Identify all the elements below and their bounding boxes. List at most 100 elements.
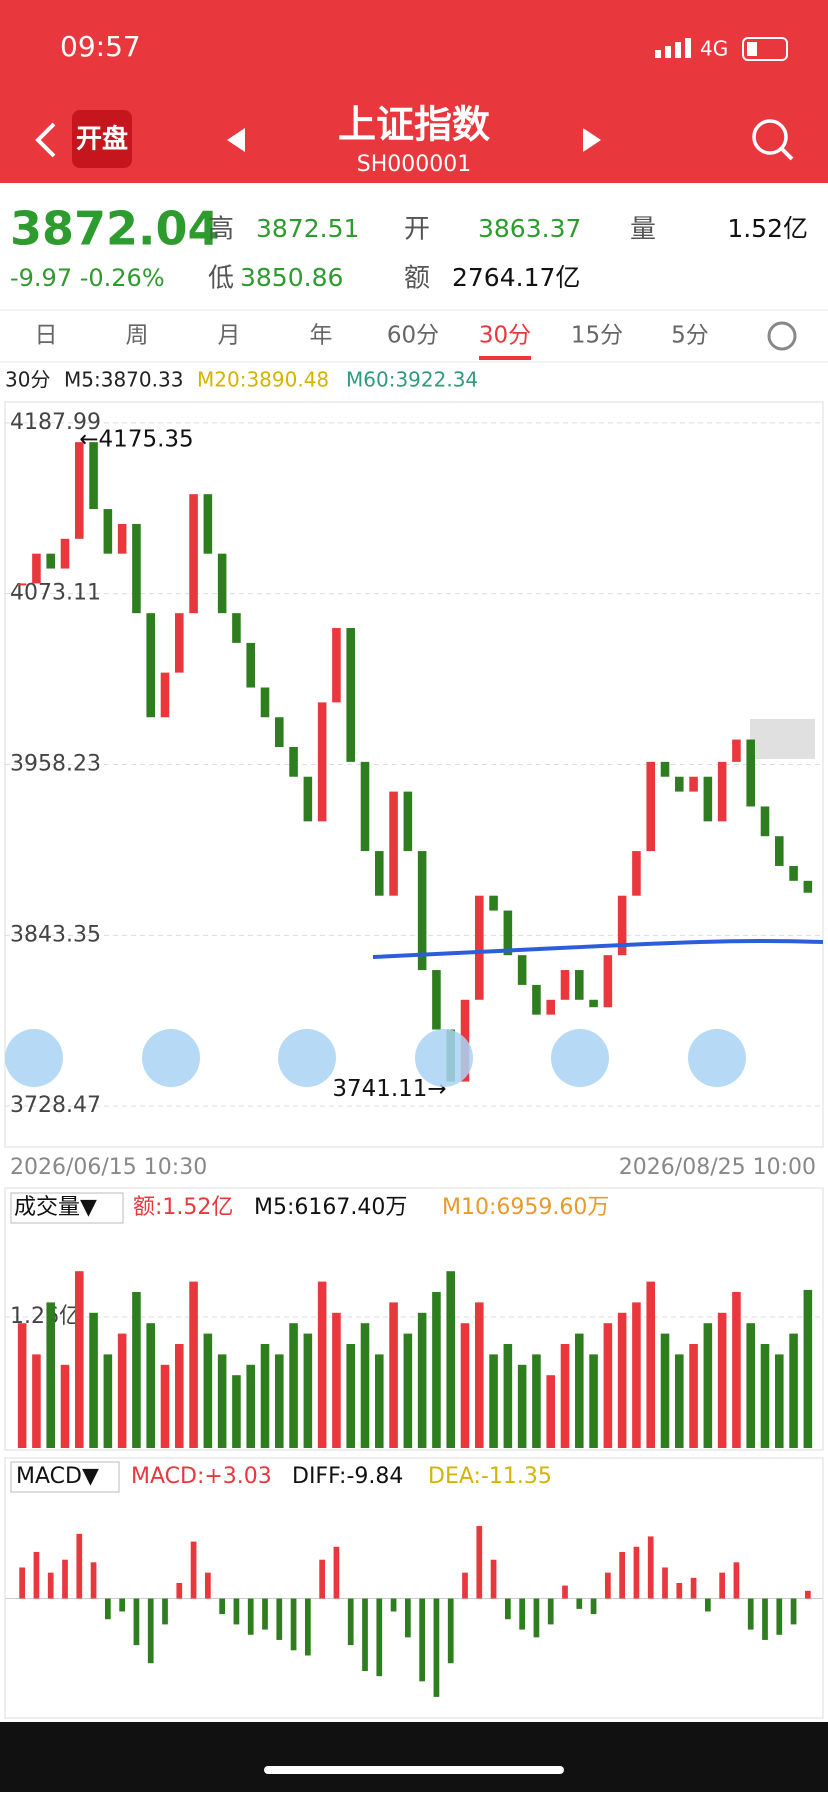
tab[interactable]: 年: [310, 323, 333, 349]
bottom-bar: [0, 1722, 828, 1792]
macd-bar: [519, 1598, 525, 1630]
candle: [703, 776, 713, 822]
volume-bar: [775, 1354, 784, 1448]
nav-button[interactable]: [278, 1029, 336, 1087]
candle: [632, 851, 641, 896]
tab[interactable]: 5分: [671, 323, 709, 349]
volume-bar: [275, 1354, 284, 1448]
candle: [160, 672, 170, 718]
macd-bar: [305, 1598, 311, 1656]
macd-bar: [547, 1598, 554, 1625]
candle: [403, 791, 413, 852]
search-button[interactable]: [752, 119, 788, 155]
candle: [675, 776, 684, 792]
ma60: M60:3922.34: [346, 368, 478, 392]
tab[interactable]: 15分: [571, 323, 623, 349]
logo[interactable]: [72, 110, 132, 168]
legend: DIFF:-9.84: [292, 1464, 403, 1489]
volume-bar: [546, 1375, 555, 1448]
legend: M10:6959.60万: [442, 1195, 609, 1220]
tab[interactable]: 60分: [387, 323, 439, 349]
macd-bar: [662, 1567, 668, 1599]
volume-bar: [803, 1289, 813, 1448]
macd-bar: [405, 1598, 411, 1638]
tab[interactable]: 月: [218, 323, 241, 349]
tab[interactable]: 日: [35, 323, 58, 349]
macd-bar: [633, 1546, 640, 1599]
candle: [646, 761, 655, 852]
legend: M5:6167.40万: [254, 1195, 407, 1220]
volume-bar: [89, 1312, 98, 1448]
candle: [546, 999, 555, 1015]
macd-bar: [162, 1598, 168, 1625]
macd-bar: [176, 1583, 183, 1599]
nav-button[interactable]: [142, 1029, 200, 1087]
macd-bar: [805, 1590, 811, 1599]
candle: [389, 791, 398, 896]
volume-bar: [303, 1333, 313, 1448]
candle: [603, 955, 613, 1008]
candle: [89, 442, 98, 510]
ma5: M5:3870.33: [64, 368, 183, 392]
volume-bar: [260, 1344, 270, 1448]
macd-panel: [4, 1457, 824, 1719]
tab[interactable]: 周: [126, 323, 149, 349]
legend: DEA:-11.35: [428, 1464, 552, 1489]
macd-bar: [733, 1562, 740, 1599]
dropdown[interactable]: [10, 1461, 120, 1493]
candle: [432, 970, 441, 1030]
candle: [732, 739, 741, 762]
macd-bar: [505, 1598, 511, 1620]
volume-bar: [289, 1323, 298, 1448]
candle: [332, 628, 341, 703]
next-button[interactable]: [583, 128, 601, 152]
back-button[interactable]: [35, 122, 56, 158]
volume-bar: [175, 1344, 184, 1448]
macd-bar: [390, 1598, 397, 1612]
tab-underline: [479, 356, 531, 360]
legend: 额:1.52亿: [133, 1195, 233, 1220]
macd-bar: [333, 1546, 340, 1599]
candle: [132, 523, 141, 614]
candle: [75, 442, 84, 539]
volume-bar: [75, 1271, 84, 1448]
nav-button[interactable]: [5, 1029, 63, 1087]
home-indicator[interactable]: [264, 1766, 564, 1774]
clock: 09:57: [60, 30, 141, 63]
volume-bar: [417, 1312, 427, 1448]
macd-bar: [462, 1572, 468, 1599]
macd-bar: [119, 1598, 125, 1612]
value: 2764.17亿: [452, 263, 580, 292]
volume-bar: [446, 1271, 455, 1448]
macd-bar: [19, 1567, 25, 1599]
ma20: M20:3890.48: [197, 368, 329, 392]
macd-bar: [376, 1598, 383, 1677]
title: 上证指数: [338, 103, 490, 147]
candle: [60, 538, 70, 569]
macd-bar: [347, 1598, 354, 1646]
macd-bar: [76, 1533, 83, 1599]
dropdown[interactable]: [10, 1192, 124, 1224]
label: 额: [404, 264, 430, 294]
nav-button[interactable]: [551, 1029, 609, 1087]
volume-bar: [203, 1333, 213, 1448]
candle: [375, 851, 384, 896]
prev-button[interactable]: [227, 128, 245, 152]
tab[interactable]: 30分: [479, 323, 531, 349]
volume-bar: [532, 1354, 541, 1448]
nav-button[interactable]: [415, 1029, 473, 1087]
nav-button[interactable]: [688, 1029, 746, 1087]
volume-bar: [132, 1292, 141, 1448]
macd-bar: [476, 1526, 483, 1599]
candle: [775, 836, 784, 866]
candle: [760, 806, 770, 837]
settings-button[interactable]: [767, 321, 797, 351]
volume-bar: [189, 1281, 198, 1448]
volume-bar: [232, 1375, 241, 1448]
macd-bar: [319, 1559, 325, 1599]
volume-bar: [489, 1354, 498, 1448]
macd-bar: [590, 1598, 597, 1615]
macd-bar: [219, 1598, 225, 1615]
volume-bar: [746, 1323, 755, 1448]
